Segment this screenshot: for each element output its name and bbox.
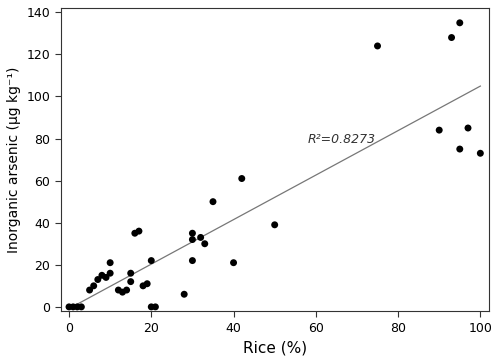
- Point: [126, 279, 134, 285]
- Point: [69, 304, 77, 310]
- Point: [456, 20, 464, 26]
- Point: [374, 43, 382, 49]
- Point: [118, 289, 126, 295]
- Point: [114, 287, 122, 293]
- Point: [135, 228, 143, 234]
- Point: [148, 258, 156, 264]
- Point: [78, 304, 86, 310]
- Point: [196, 235, 204, 240]
- Point: [230, 260, 237, 266]
- Point: [180, 291, 188, 297]
- Point: [148, 304, 156, 310]
- Point: [106, 260, 114, 266]
- Point: [73, 304, 81, 310]
- Point: [188, 230, 196, 236]
- Point: [238, 176, 246, 181]
- Point: [94, 277, 102, 282]
- Text: R²=0.8273: R²=0.8273: [308, 133, 376, 146]
- Point: [270, 222, 278, 228]
- Point: [126, 270, 134, 276]
- Point: [209, 199, 217, 205]
- Point: [435, 127, 443, 133]
- Point: [476, 150, 484, 156]
- Point: [143, 281, 151, 287]
- Point: [65, 304, 73, 310]
- Point: [86, 287, 94, 293]
- Point: [139, 283, 147, 289]
- Point: [152, 304, 160, 310]
- Point: [448, 35, 456, 41]
- Point: [98, 273, 106, 278]
- Point: [102, 274, 110, 280]
- Point: [201, 241, 209, 247]
- Point: [122, 287, 130, 293]
- Point: [106, 270, 114, 276]
- Point: [90, 283, 98, 289]
- Point: [456, 146, 464, 152]
- Y-axis label: Inorganic arsenic (µg kg⁻¹): Inorganic arsenic (µg kg⁻¹): [7, 66, 21, 253]
- Point: [188, 237, 196, 243]
- Point: [464, 125, 472, 131]
- X-axis label: Rice (%): Rice (%): [242, 340, 306, 355]
- Point: [131, 230, 139, 236]
- Point: [188, 258, 196, 264]
